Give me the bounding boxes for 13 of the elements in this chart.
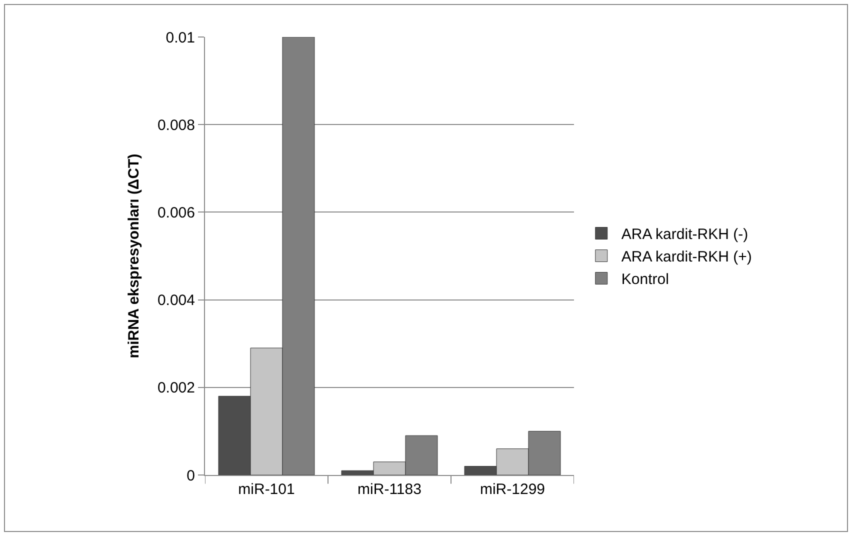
y-tick-label: 0.006 (157, 204, 195, 222)
legend-label: ARA kardit-RKH (-) (621, 226, 748, 244)
x-tick-label: miR-1183 (358, 481, 422, 498)
y-tick-label: 0.004 (157, 292, 195, 310)
y-tick-label: 0.008 (157, 116, 195, 134)
legend-label: ARA kardit-RKH (+) (621, 248, 752, 266)
y-tick-label: 0.01 (166, 29, 195, 46)
x-tick-label: miR-1299 (480, 481, 546, 498)
x-tick-label: miR-101 (238, 481, 295, 498)
y-axis-title: miRNA ekspresyonları (ΔCT) (126, 154, 143, 358)
y-tick-label: 0.002 (157, 380, 195, 397)
y-tick-label: 0 (186, 467, 195, 484)
legend-label: Kontrol (621, 271, 669, 288)
